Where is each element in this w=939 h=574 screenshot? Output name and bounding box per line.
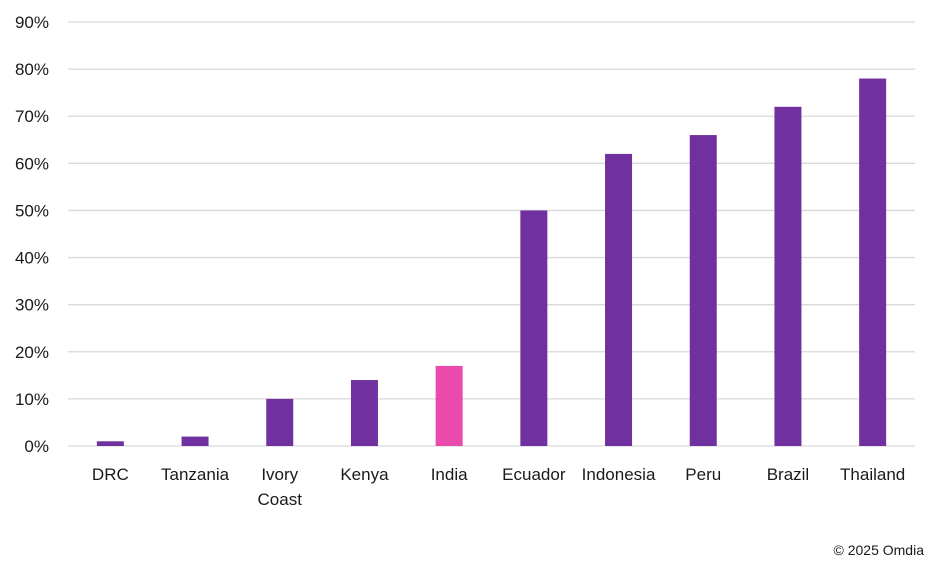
y-tick-label: 20% xyxy=(15,343,49,362)
y-tick-label: 60% xyxy=(15,154,49,173)
y-tick-label: 90% xyxy=(15,13,49,32)
bar-peru xyxy=(689,135,717,447)
y-tick-label: 30% xyxy=(15,296,49,315)
x-axis: DRC Tanzania Ivory Coast Kenya India Ecuador In… xyxy=(92,465,905,509)
x-tick-label: Indonesia xyxy=(582,465,656,484)
gridlines xyxy=(68,21,915,447)
bar-kenya xyxy=(350,380,378,446)
bar-indonesia xyxy=(605,153,633,446)
x-tick-label: Ecuador xyxy=(502,465,566,484)
x-tick-label: Thailand xyxy=(840,465,905,484)
y-tick-label: 70% xyxy=(15,107,49,126)
x-tick-label: Kenya xyxy=(340,465,389,484)
bar-tanzania xyxy=(181,436,209,446)
x-tick-label: Peru xyxy=(685,465,721,484)
x-tick-label: Ivory Coast xyxy=(258,465,303,509)
bar-ecuador xyxy=(520,210,548,446)
bars xyxy=(96,78,887,447)
x-tick-label: India xyxy=(431,465,468,484)
bar-brazil xyxy=(774,106,802,447)
bar-india xyxy=(435,365,463,446)
y-tick-label: 40% xyxy=(15,249,49,268)
x-tick-label: Tanzania xyxy=(161,465,230,484)
y-tick-label: 80% xyxy=(15,60,49,79)
copyright-text: © 2025 Omdia xyxy=(833,542,924,558)
y-tick-label: 50% xyxy=(15,201,49,220)
x-tick-label: Brazil xyxy=(767,465,810,484)
bar-thailand xyxy=(859,78,887,447)
bar-drc xyxy=(96,441,124,446)
bar-ivory-coast xyxy=(266,398,294,446)
y-axis: 0% 10% 20% 30% 40% 50% 60% 70% 80% 90% xyxy=(15,13,49,456)
y-tick-label: 10% xyxy=(15,390,49,409)
x-tick-label: DRC xyxy=(92,465,129,484)
y-tick-label: 0% xyxy=(24,437,49,456)
